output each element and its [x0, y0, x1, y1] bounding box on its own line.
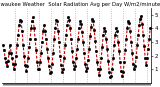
Title: Milwaukee Weather  Solar Radiation Avg per Day W/m2/minute: Milwaukee Weather Solar Radiation Avg pe…	[0, 2, 160, 7]
